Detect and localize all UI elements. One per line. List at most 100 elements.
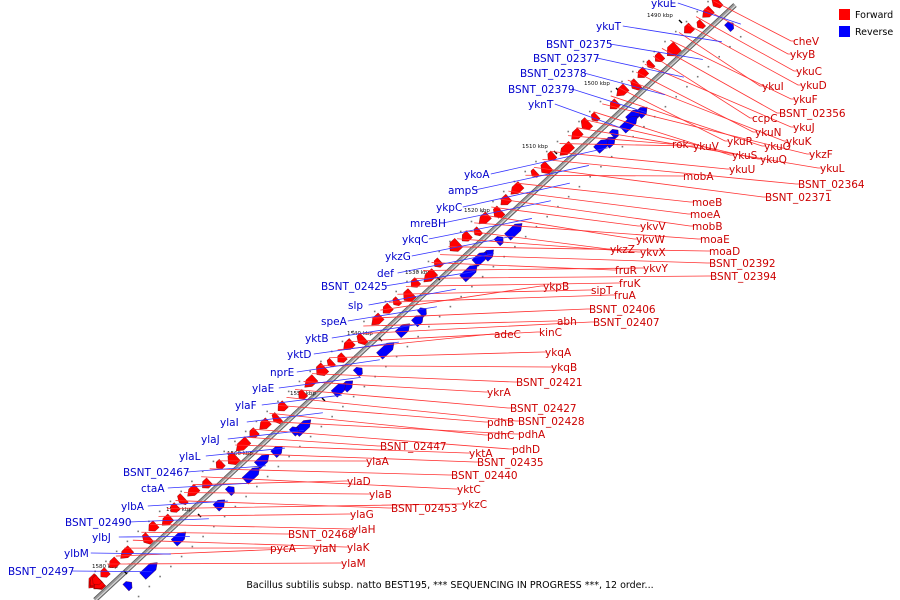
tick-dot bbox=[384, 300, 387, 303]
forward-leader-line bbox=[414, 275, 712, 279]
tick-dot bbox=[578, 185, 581, 188]
forward-gene-label: ykuO bbox=[764, 141, 791, 153]
reverse-gene-label: ylaJ bbox=[201, 434, 220, 446]
forward-gene-arrow bbox=[696, 19, 706, 29]
reverse-leader-line bbox=[186, 465, 266, 473]
forward-leader-line bbox=[712, 0, 795, 42]
forward-leader-line bbox=[670, 40, 795, 100]
tick-dot bbox=[256, 485, 258, 488]
tick-dot bbox=[600, 165, 602, 168]
forward-gene-label: ccpC bbox=[752, 113, 778, 125]
forward-leader-line bbox=[653, 55, 754, 119]
kbp-label: 1520 kbp bbox=[464, 208, 490, 214]
reverse-gene-label: ykuE bbox=[651, 0, 676, 10]
forward-gene-label: abh bbox=[557, 316, 577, 328]
tick-dot bbox=[105, 560, 107, 563]
forward-gene-label: ykuJ bbox=[793, 122, 815, 134]
forward-gene-label: ykzF bbox=[809, 149, 833, 161]
forward-gene-label: pycA bbox=[270, 543, 297, 555]
tick-dot bbox=[341, 340, 344, 343]
forward-leader-line bbox=[516, 182, 694, 203]
reverse-gene-label: ykuT bbox=[596, 21, 622, 33]
forward-leader-line bbox=[542, 159, 800, 185]
reverse-gene-label: BSNT_02467 bbox=[123, 467, 190, 479]
legend: Forward Reverse bbox=[839, 9, 893, 38]
forward-gene-label: ykzZ bbox=[610, 244, 635, 256]
tick-dot bbox=[288, 455, 290, 458]
forward-leader-line bbox=[508, 190, 692, 215]
tick-dot bbox=[696, 75, 699, 78]
reverse-gene-label: BSNT_02497 bbox=[8, 566, 75, 578]
reverse-gene-label: yktD bbox=[287, 349, 312, 361]
reverse-gene-arrow bbox=[724, 21, 734, 32]
tick-dot bbox=[115, 550, 118, 553]
reverse-gene-label: ylbM bbox=[64, 548, 89, 560]
reverse-leader-line bbox=[622, 25, 722, 43]
reverse-gene-label: ampS bbox=[448, 185, 478, 197]
tick-dot bbox=[299, 445, 301, 448]
reverse-leader-line bbox=[428, 218, 532, 240]
tick-dot bbox=[502, 190, 505, 193]
kbp-tick bbox=[678, 19, 683, 24]
forward-gene-label: ykqA bbox=[545, 347, 572, 359]
reverse-gene-arrow bbox=[352, 367, 363, 378]
forward-gene-label: ylaH bbox=[352, 524, 375, 536]
tick-dot bbox=[567, 195, 570, 198]
kbp-label: 1530 kbp bbox=[405, 270, 431, 276]
tick-dot bbox=[277, 400, 279, 403]
forward-gene-label: kinC bbox=[539, 327, 562, 339]
forward-gene-arrow bbox=[236, 436, 252, 452]
tick-dot bbox=[524, 170, 527, 173]
forward-gene-label: BSNT_02428 bbox=[518, 416, 585, 428]
kbp-label: 1560 kbp bbox=[227, 451, 253, 457]
forward-gene-label: BSNT_02392 bbox=[709, 258, 776, 270]
reverse-gene-label: ykqC bbox=[402, 234, 428, 246]
tick-dot bbox=[158, 510, 161, 513]
reverse-gene-arrow bbox=[411, 315, 424, 328]
tick-dot bbox=[632, 135, 634, 138]
reverse-gene-label: ylaF bbox=[235, 400, 257, 412]
forward-leader-line bbox=[704, 8, 792, 55]
forward-gene-arrow bbox=[161, 513, 175, 526]
forward-gene-label: pdhD bbox=[512, 444, 540, 456]
tick-dot bbox=[459, 230, 462, 233]
reverse-gene-arrow bbox=[224, 486, 235, 497]
reverse-leader-line bbox=[147, 500, 228, 507]
forward-gene-arrow bbox=[478, 211, 492, 225]
reverse-leader-line bbox=[596, 57, 684, 78]
forward-gene-label: ykvY bbox=[643, 263, 669, 275]
forward-gene-label: ykvW bbox=[636, 234, 666, 246]
tick-dot bbox=[621, 145, 624, 148]
forward-gene-label: BSNT_02364 bbox=[798, 179, 865, 191]
kbp-tick bbox=[378, 337, 383, 342]
forward-leader-line bbox=[405, 282, 621, 287]
reverse-gene-label: ylbA bbox=[121, 501, 145, 513]
forward-leader-line bbox=[380, 285, 545, 311]
tick-dot bbox=[642, 60, 645, 63]
tick-dot bbox=[320, 360, 322, 363]
reverse-leader-line bbox=[609, 43, 703, 60]
reverse-gene-label: ylaL bbox=[179, 451, 201, 463]
forward-gene-arrow bbox=[630, 78, 643, 91]
forward-leader-line bbox=[209, 468, 453, 476]
reverse-leader-line bbox=[384, 271, 475, 287]
forward-gene-label: yktC bbox=[457, 484, 481, 496]
tick-dot bbox=[395, 290, 398, 293]
kbp-label: 1490 kbp bbox=[647, 13, 673, 19]
reverse-leader-line bbox=[331, 324, 418, 339]
forward-gene-label: ykzC bbox=[462, 499, 487, 511]
reverse-leader-line bbox=[347, 306, 437, 322]
tick-dot bbox=[148, 585, 151, 588]
forward-leader-line bbox=[423, 267, 645, 271]
tick-dot bbox=[438, 315, 441, 318]
reverse-leader-line bbox=[368, 288, 456, 306]
reverse-leader-line bbox=[313, 341, 399, 355]
forward-gene-label: BSNT_02394 bbox=[710, 271, 777, 283]
tick-dot bbox=[180, 555, 183, 558]
tick-dot bbox=[729, 45, 731, 48]
reverse-gene-arrow bbox=[170, 531, 187, 547]
forward-leader-line bbox=[167, 503, 464, 509]
forward-gene-label: BSNT_02435 bbox=[477, 457, 544, 469]
forward-gene-label: ykuR bbox=[727, 136, 753, 148]
forward-gene-label: cheV bbox=[793, 36, 820, 48]
